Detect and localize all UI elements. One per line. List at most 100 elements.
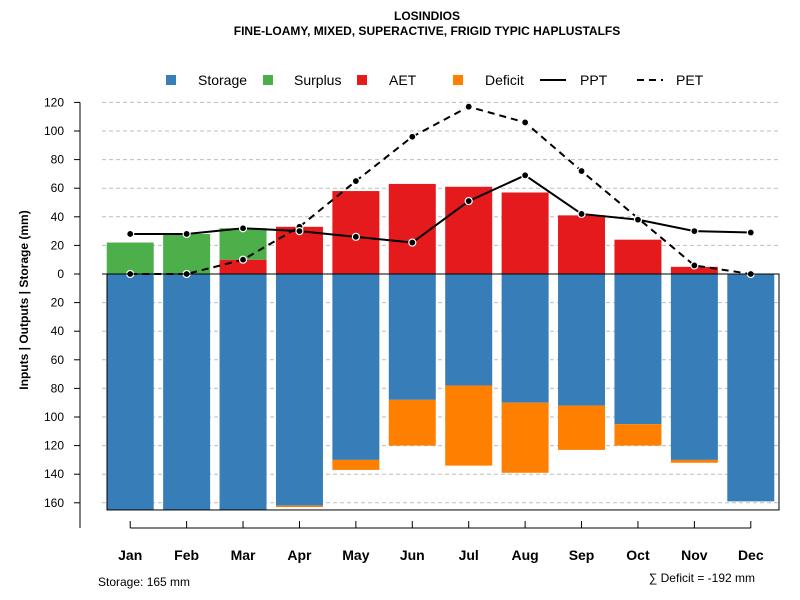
ppt-point-apr: [295, 227, 304, 236]
y-tick-label: 20: [51, 238, 65, 252]
x-tick-label-jun: Jun: [400, 547, 425, 563]
aet-bar-nov: [670, 266, 718, 274]
pet-point-nov: [690, 261, 699, 270]
legend-swatch-aet: [357, 75, 367, 85]
ppt-point-jun: [408, 238, 417, 247]
legend-item-pet: PET: [637, 72, 704, 88]
pet-point-jul: [464, 102, 473, 111]
legend-swatch-deficit: [453, 75, 463, 85]
legend-swatch-surplus: [263, 75, 273, 85]
y-tick-label: 0: [57, 267, 64, 281]
legend-label-pet: PET: [676, 72, 704, 88]
storage-bar-jul: [445, 274, 493, 386]
y-tick-label: 40: [51, 324, 65, 338]
storage-bar-feb: [163, 274, 211, 510]
surplus-bar-mar: [219, 228, 267, 260]
deficit-bar-oct: [614, 424, 662, 446]
storage-bar-sep: [558, 274, 606, 406]
y-tick-label: 120: [44, 95, 64, 109]
x-tick-label-nov: Nov: [681, 547, 708, 563]
ppt-point-sep: [577, 209, 586, 219]
y-tick-label: 160: [44, 496, 64, 510]
storage-bar-aug: [501, 274, 549, 403]
legend-item-aet: AET: [357, 72, 417, 88]
pet-point-aug: [521, 118, 530, 127]
y-tick-label: 60: [51, 181, 65, 195]
storage-bar-dec: [727, 274, 775, 502]
legend-label-storage: Storage: [198, 72, 247, 88]
x-tick-label-jul: Jul: [459, 547, 479, 563]
y-tick-label: 40: [51, 210, 65, 224]
x-tick-label-apr: Apr: [287, 547, 312, 563]
ppt-point-nov: [690, 227, 699, 236]
x-tick-label-sep: Sep: [569, 547, 595, 563]
aet-bar-aug: [501, 192, 549, 274]
deficit-bar-jul: [445, 385, 493, 466]
deficit-bar-apr: [275, 505, 323, 508]
storage-bar-oct: [614, 274, 662, 425]
lower-plot-frame: [106, 273, 780, 511]
x-tick-label-oct: Oct: [626, 547, 650, 563]
deficit-bar-may: [332, 459, 380, 470]
y-axis-label: Inputs | Outputs | Storage (mm): [17, 210, 31, 389]
y-tick-label: 60: [51, 353, 65, 367]
pet-point-mar: [238, 255, 248, 264]
ppt-point-dec: [746, 228, 755, 237]
ppt-point-jul: [464, 196, 473, 206]
surplus-bar-feb: [163, 233, 211, 274]
legend-item-deficit: Deficit: [453, 72, 524, 88]
y-tick-label: 20: [51, 296, 65, 310]
storage-bar-jan: [106, 274, 154, 510]
storage-bar-jun: [388, 274, 436, 400]
y-tick-label: 100: [44, 124, 64, 138]
legend-label-surplus: Surplus: [294, 72, 341, 88]
storage-bar-may: [332, 274, 380, 460]
legend-label-ppt: PPT: [580, 72, 608, 88]
y-tick-label: 120: [44, 439, 64, 453]
deficit-bar-sep: [558, 405, 606, 450]
pet-point-sep: [577, 166, 586, 176]
lines: [126, 102, 755, 279]
chart-title: LOSINDIOS: [394, 9, 460, 23]
ppt-point-jan: [126, 229, 135, 239]
ppt-point-oct: [633, 215, 643, 224]
legend-item-surplus: Surplus: [263, 72, 341, 88]
ppt-point-may: [351, 232, 360, 241]
aet-bar-may: [332, 191, 380, 274]
x-tick-label-jan: Jan: [118, 547, 142, 563]
x-tick-label-may: May: [342, 547, 369, 563]
x-tick-label-dec: Dec: [738, 547, 764, 563]
ppt-point-aug: [521, 171, 530, 180]
surplus-bar-jan: [106, 242, 154, 274]
legend-label-deficit: Deficit: [485, 72, 524, 88]
storage-footnote: Storage: 165 mm: [98, 575, 190, 589]
pet-point-may: [351, 176, 360, 186]
ppt-point-feb: [182, 229, 191, 239]
y-tick-label: 100: [44, 410, 64, 424]
storage-bar-mar: [219, 274, 267, 510]
x-tick-label-feb: Feb: [174, 547, 199, 563]
aet-bar-sep: [558, 215, 606, 274]
aet-bar-jun: [388, 183, 436, 274]
axes: 120 100 80 60 40 20 0 20 40 60 80 100 120 140 160 Jan Fe…: [44, 95, 780, 563]
y-tick-label: 80: [51, 381, 65, 395]
storage-bar-apr: [275, 274, 323, 506]
legend: Storage Surplus AET Deficit PPT PET: [166, 72, 704, 88]
legend-item-ppt: PPT: [540, 72, 608, 88]
ppt-point-mar: [238, 224, 248, 233]
chart-subtitle: FINE-LOAMY, MIXED, SUPERACTIVE, FRIGID T…: [234, 24, 620, 38]
deficit-bar-nov: [670, 459, 718, 463]
y-tick-label: 140: [44, 467, 64, 481]
ppt-line: [130, 174, 751, 244]
deficit-bar-aug: [501, 402, 549, 473]
x-tick-label-aug: Aug: [512, 547, 539, 563]
pet-point-jun: [408, 132, 417, 141]
deficit-footnote: ∑ Deficit = -192 mm: [649, 571, 755, 585]
legend-label-aet: AET: [389, 72, 417, 88]
x-tick-label-mar: Mar: [231, 547, 256, 563]
deficit-bar-jun: [388, 399, 436, 446]
y-tick-label: 80: [51, 153, 65, 167]
legend-item-storage: Storage: [166, 72, 247, 88]
storage-bar-nov: [670, 274, 718, 460]
